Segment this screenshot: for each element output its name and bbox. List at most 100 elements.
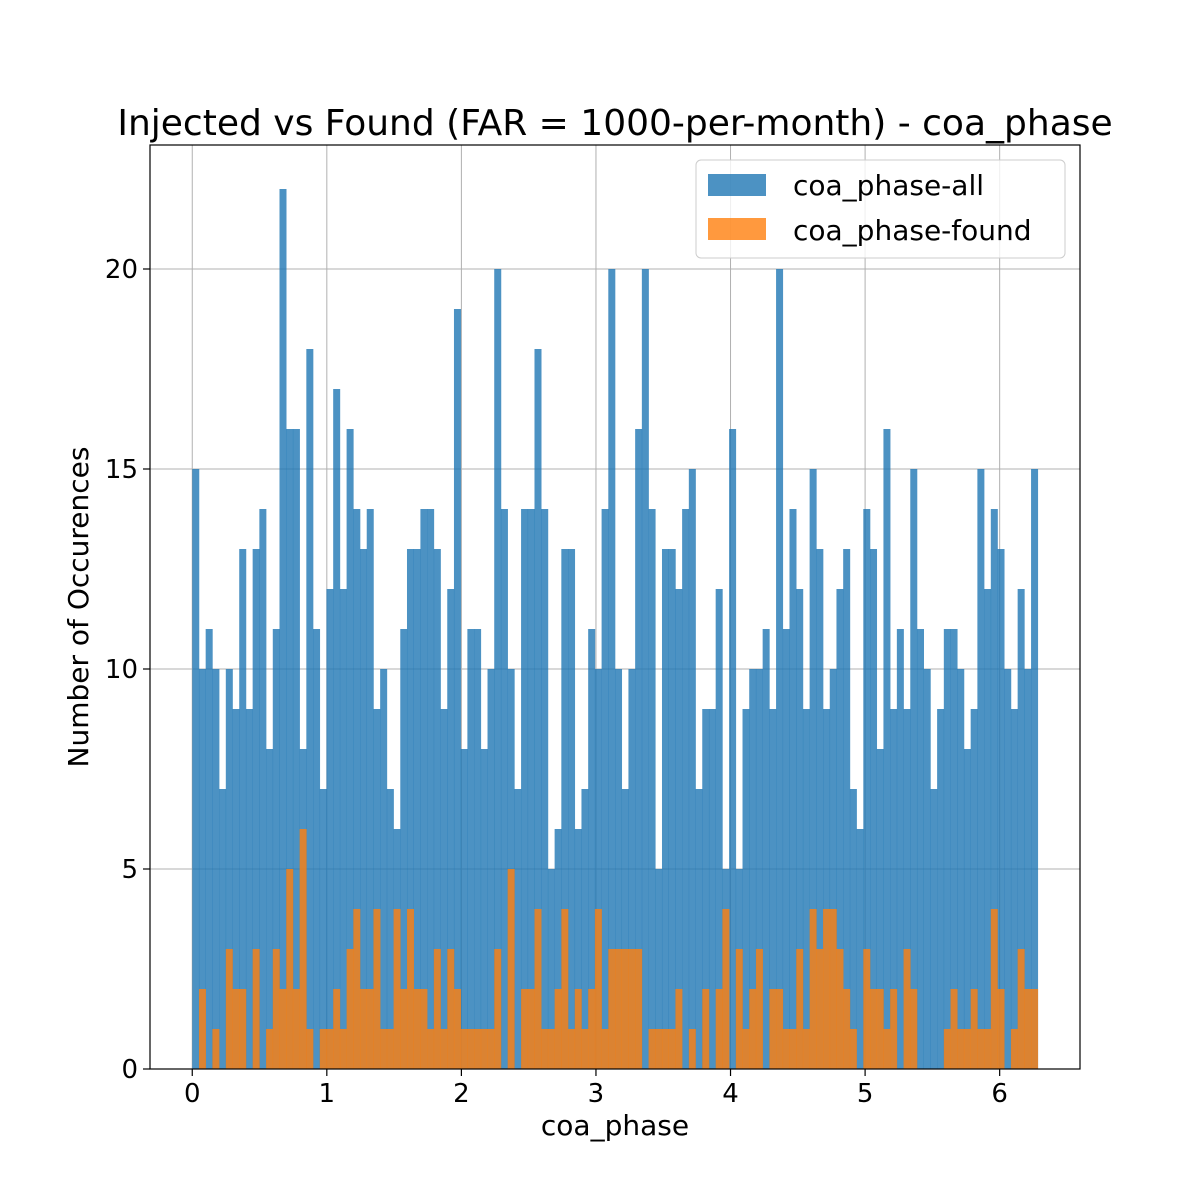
histogram-bar [608, 949, 616, 1069]
histogram-bar [266, 749, 274, 1069]
histogram-bar [789, 509, 797, 1069]
x-tick-label: 2 [453, 1079, 470, 1109]
histogram-bar [547, 1029, 555, 1069]
histogram-bar [380, 1029, 388, 1069]
histogram-bar [333, 389, 341, 1069]
histogram-bar [252, 549, 260, 1069]
histogram-bar [762, 629, 770, 1069]
histogram-bar [655, 1029, 663, 1069]
histogram-bar [326, 1029, 334, 1069]
legend-swatch-found [708, 218, 766, 240]
histogram-bar [353, 909, 361, 1069]
histogram-bar [648, 509, 656, 1069]
histogram-bar [782, 1029, 790, 1069]
histogram-bar [916, 629, 924, 1069]
histogram-bar [883, 1029, 891, 1069]
x-tick-label: 1 [319, 1079, 336, 1109]
histogram-bar [393, 909, 401, 1069]
histogram-bar [554, 829, 562, 1069]
histogram-bar [333, 989, 341, 1069]
histogram-bar [534, 909, 542, 1069]
series-all-bars [192, 189, 1039, 1069]
histogram-bar [588, 989, 596, 1069]
histogram-bar [769, 709, 777, 1069]
legend-box [695, 159, 1066, 259]
histogram-bar [494, 269, 502, 1069]
histogram-bar [447, 949, 455, 1069]
histogram-bar [601, 509, 609, 1069]
histogram-bar [239, 549, 247, 1069]
histogram-bar [990, 509, 998, 1069]
histogram-bar [722, 909, 730, 1069]
histogram-bar [796, 949, 804, 1069]
histogram-bar [836, 589, 844, 1069]
histogram-bar [829, 669, 837, 1069]
histogram-bar [440, 709, 448, 1069]
histogram-bar [682, 509, 690, 1069]
histogram-bar [715, 989, 723, 1069]
y-tick-label: 15 [105, 455, 138, 485]
histogram-bar [460, 749, 468, 1069]
histogram-bar [514, 789, 522, 1069]
histogram-bar [688, 469, 696, 1069]
chart-title: Injected vs Found (FAR = 1000-per-month)… [117, 103, 1112, 144]
histogram-bar [225, 949, 233, 1069]
histogram-bar [910, 469, 918, 1069]
histogram-bar [433, 949, 441, 1069]
histogram-bar [225, 669, 233, 1069]
histogram-bar [1010, 709, 1018, 1069]
histogram-bar [963, 1029, 971, 1069]
histogram-bar [259, 509, 267, 1069]
histogram-bar [1031, 469, 1039, 1069]
histogram-bar [554, 989, 562, 1069]
histogram-bar [749, 669, 757, 1069]
histogram-bar [742, 709, 750, 1069]
histogram-bar [943, 1029, 951, 1069]
histogram-bar [339, 1029, 347, 1069]
histogram-bar [769, 989, 777, 1069]
histogram-bar [876, 989, 884, 1069]
histogram-bar [890, 709, 898, 1069]
histogram-bar [373, 709, 381, 1069]
histogram-bar [588, 629, 596, 1069]
histogram-bar [1010, 1029, 1018, 1069]
histogram-bar [547, 869, 555, 1069]
histogram-bar [849, 789, 857, 1069]
histogram-bar [809, 909, 817, 1069]
histogram-bar [427, 1029, 435, 1069]
histogram-bar [313, 629, 321, 1069]
histogram-bar [360, 549, 368, 1069]
histogram-bar [802, 1029, 810, 1069]
histogram-bar [675, 589, 683, 1069]
histogram-bar [400, 989, 408, 1069]
histogram-bar [883, 429, 891, 1069]
histogram-bar [849, 1029, 857, 1069]
histogram-bar [212, 669, 220, 1069]
histogram-bar [984, 1029, 992, 1069]
histogram-bar [950, 629, 958, 1069]
histogram-bar [776, 269, 784, 1069]
histogram-bar [937, 709, 945, 1069]
histogram-bar [702, 709, 710, 1069]
histogram-bar [742, 1029, 750, 1069]
histogram-bar [755, 669, 763, 1069]
histogram-bar [977, 1029, 985, 1069]
histogram-bar [970, 989, 978, 1069]
histogram-bar [601, 1029, 609, 1069]
histogram-bar [816, 949, 824, 1069]
histogram-bar [541, 1029, 549, 1069]
histogram-bar [615, 949, 623, 1069]
histogram-bar [823, 909, 831, 1069]
histogram-bar [480, 749, 488, 1069]
histogram-bar [668, 1029, 676, 1069]
histogram-bar [648, 1029, 656, 1069]
histogram-bar [326, 589, 334, 1069]
histogram-bar [688, 1029, 696, 1069]
x-axis-ticks: 0 1 2 3 4 5 6 [184, 1069, 1008, 1109]
histogram-bar [708, 709, 716, 1069]
histogram-bar [870, 989, 878, 1069]
histogram-bar [319, 1029, 327, 1069]
histogram-bar [1024, 989, 1032, 1069]
histogram-bar [943, 629, 951, 1069]
